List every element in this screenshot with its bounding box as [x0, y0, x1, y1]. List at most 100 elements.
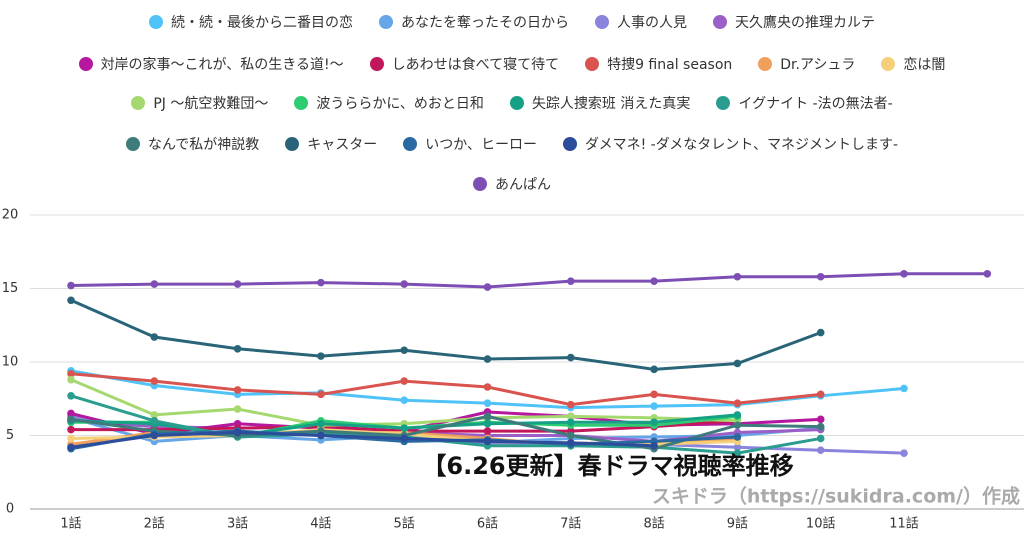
data-point [733, 272, 742, 281]
legend-swatch [403, 137, 418, 151]
legend-item: あんぱん [473, 174, 551, 194]
legend-item: キャスター [285, 134, 377, 154]
data-point [816, 415, 825, 424]
legend-label: Dr.アシュラ [780, 57, 856, 73]
legend-item: しあわせは食べて寝て待て [369, 54, 559, 74]
legend-swatch [563, 137, 577, 151]
legend-row: PJ ～航空救難団～ 波うららかに、めおと日和 失踪人捜索班 消えた真実 イグナイト … [0, 93, 1024, 113]
legend-label: イグナイト -法の無法者- [738, 96, 893, 112]
legend-item: 失踪人捜索班 消えた真実 [509, 93, 690, 113]
legend-label: ダメマネ! -ダメなタレント、マネジメントします- [585, 137, 899, 153]
x-tick-label: 10話 [806, 516, 836, 532]
data-point [400, 396, 409, 405]
legend-label: あんぱん [495, 177, 551, 193]
legend-label: 続・続・最後から二番目の恋 [171, 15, 353, 31]
x-tick-label: 3話 [227, 516, 248, 532]
legend-item: いつか、ヒーロー [403, 134, 537, 154]
legend-item: Dr.アシュラ [758, 54, 855, 74]
data-point [650, 390, 658, 399]
legend-label: 波うららかに、めおと日和 [316, 96, 484, 112]
data-point [67, 296, 75, 305]
data-point [650, 418, 658, 427]
data-point [733, 443, 742, 452]
data-point [816, 446, 825, 455]
data-point [983, 270, 992, 278]
data-point [733, 421, 742, 430]
data-point [816, 434, 825, 443]
legend-item: 天久鷹央の推理カルテ [713, 12, 875, 32]
series-line [70, 431, 655, 449]
data-point [150, 280, 159, 288]
legend-label: PJ ～航空救難団～ [153, 96, 269, 112]
credit: スキドラ（https://sukidra.com/）作成 [652, 485, 1020, 508]
legend-item: ダメマネ! -ダメなタレント、マネジメントします- [563, 134, 898, 154]
data-point [67, 415, 75, 424]
data-point [733, 433, 742, 441]
series-line [70, 298, 822, 371]
data-point [233, 344, 242, 353]
data-point [150, 377, 159, 385]
data-point [67, 281, 75, 290]
y-tick-label: 10 [2, 355, 19, 370]
data-point [733, 449, 742, 457]
data-point [650, 277, 658, 285]
legend-swatch [585, 57, 600, 71]
data-point [67, 375, 75, 384]
data-point [483, 427, 492, 435]
data-point [483, 399, 492, 407]
data-point [733, 359, 742, 368]
data-point [483, 419, 492, 428]
x-tick-label: 1話 [60, 516, 81, 532]
legend-swatch [125, 137, 140, 151]
legend-row: あんぱん [0, 174, 1024, 194]
legend-swatch [149, 15, 163, 29]
legend-item: 波うららかに、めおと日和 [294, 93, 484, 113]
data-point [567, 277, 575, 285]
data-point [317, 390, 325, 399]
x-tick-label: 4話 [310, 516, 331, 532]
data-point [816, 272, 825, 281]
legend-swatch [881, 57, 896, 71]
data-point [67, 409, 75, 418]
data-point [150, 417, 159, 425]
x-tick-label: 8話 [643, 516, 664, 532]
series-line [70, 272, 988, 289]
x-tick-label: 5話 [394, 516, 415, 532]
data-point [400, 346, 409, 355]
data-point [900, 384, 908, 393]
y-tick-label: 5 [6, 428, 14, 443]
data-point [567, 418, 575, 427]
data-point [567, 439, 575, 447]
x-tick-label: 2話 [144, 516, 165, 532]
data-point [67, 425, 75, 434]
legend-label: 人事の人見 [617, 15, 687, 31]
legend-row: 対岸の家事～これが、私の生きる道!～ しあわせは食べて寝て待て 特捜9 final … [0, 54, 1024, 74]
data-point [233, 428, 242, 437]
legend-label: 恋は闇 [903, 57, 946, 73]
legend-swatch [285, 137, 300, 151]
legend-label: 対岸の家事～これが、私の生きる道!～ [100, 57, 344, 73]
data-point [816, 422, 825, 431]
data-point [733, 411, 742, 419]
legend-swatch [78, 57, 93, 71]
data-point [650, 402, 658, 410]
legend-swatch [713, 15, 727, 29]
annotation: 【6.26更新】春ドラマ視聴率推移 [422, 452, 793, 480]
data-point [900, 449, 908, 457]
data-point [67, 369, 75, 378]
y-tick-label: 0 [6, 502, 14, 517]
legend-item: あなたを奪ったその日から [379, 12, 569, 32]
data-point [483, 355, 492, 363]
data-point [317, 419, 325, 428]
data-point [67, 434, 75, 443]
data-point [67, 392, 75, 400]
data-point [67, 443, 75, 452]
legend-label: キャスター [307, 137, 378, 153]
data-point [400, 280, 409, 288]
data-point [233, 280, 242, 288]
y-tick-label: 20 [2, 208, 19, 223]
data-point [317, 431, 325, 440]
data-point [483, 437, 492, 446]
legend-swatch [131, 96, 146, 110]
legend-item: 続・続・最後から二番目の恋 [149, 12, 353, 32]
